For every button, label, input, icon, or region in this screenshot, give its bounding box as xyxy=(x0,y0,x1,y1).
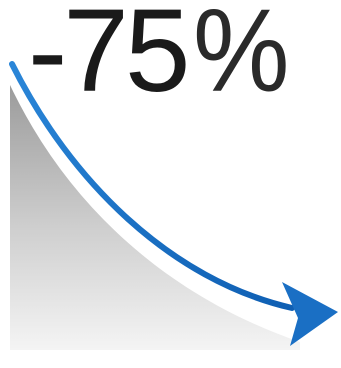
percentage-headline: -75 % xyxy=(28,0,297,122)
area-highlight-edge xyxy=(7,76,301,341)
percentage-value: -75 xyxy=(28,0,191,117)
trend-arrow-shaft xyxy=(9,61,295,311)
decline-area-shape xyxy=(10,82,300,350)
percent-sign: % xyxy=(192,0,290,117)
downward-trend-arrow-icon xyxy=(282,282,338,346)
